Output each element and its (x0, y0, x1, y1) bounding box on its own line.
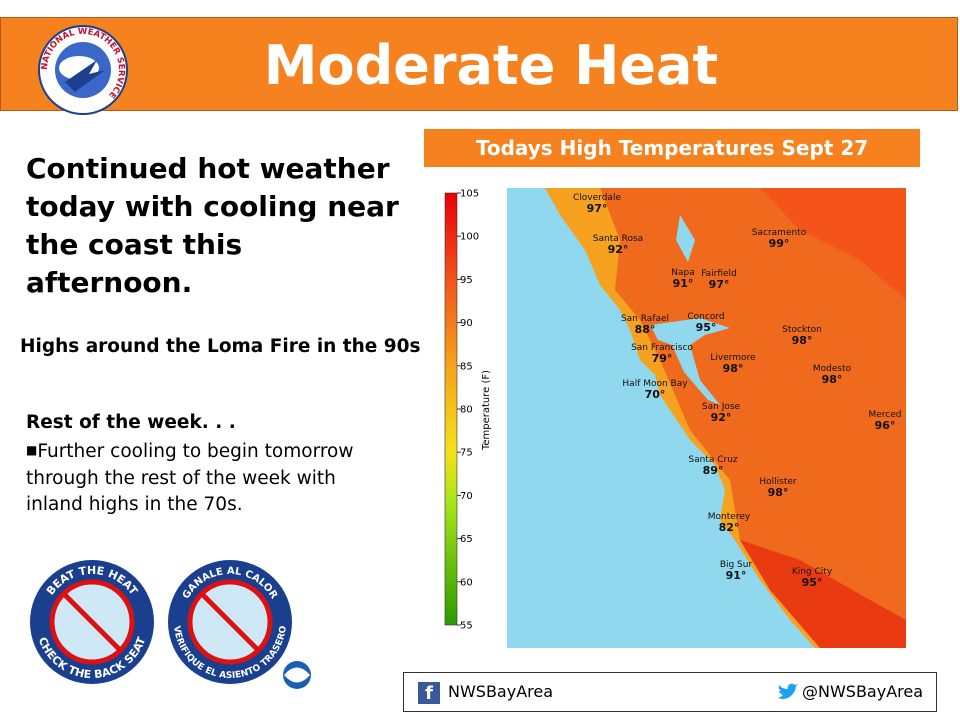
outlook-title: Rest of the week. . . (26, 412, 236, 433)
colorbar-tick-label: 105 (460, 189, 479, 200)
colorbar-tick-label: 55 (460, 621, 473, 632)
city-name: Modesto (813, 364, 852, 374)
city-temp: 92° (608, 243, 629, 256)
outlook-text: ■Further cooling to begin tomorrow throu… (26, 437, 386, 519)
bullet: ■ (26, 443, 38, 457)
colorbar-tick-label: 60 (460, 577, 473, 588)
city-name: San Jose (702, 402, 741, 412)
city-temp: 89° (703, 464, 724, 477)
badges: BEAT THE HEAT CHECK THE BACK SEAT GANALE… (30, 560, 311, 689)
city-name: Big Sur (720, 560, 753, 570)
twitter-handle[interactable]: @NWSBayArea (802, 682, 924, 701)
twitter-icon (778, 683, 798, 699)
city-name: San Francisco (631, 343, 693, 353)
city-name: Sacramento (752, 228, 807, 238)
land-hot (740, 540, 906, 648)
city-temp: 99° (769, 237, 790, 250)
city-name: Concord (687, 312, 724, 322)
city-temp: 79° (652, 352, 673, 365)
city-temp: 98° (723, 362, 744, 375)
city-name: Monterey (708, 512, 751, 522)
city-temp: 98° (768, 486, 789, 499)
city-temp: 98° (792, 334, 813, 347)
city-name: Stockton (782, 325, 822, 335)
city-temp: 88° (635, 323, 656, 336)
outlook-body: Further cooling to begin tomorrow throug… (26, 441, 354, 515)
city-temp: 95° (802, 576, 823, 589)
nws-logo: NATIONAL WEATHER SERVICE (38, 25, 128, 115)
city-temp: 96° (875, 419, 896, 432)
ocean (507, 188, 815, 648)
city-name: San Rafael (621, 314, 669, 324)
city-name: King City (792, 567, 833, 577)
lead-text: Continued hot weather today with cooling… (26, 152, 399, 299)
city-name: Livermore (710, 353, 756, 363)
social-bar: f NWSBayArea @NWSBayArea (403, 672, 937, 712)
city-name: Hollister (759, 477, 797, 487)
colorbar-tick-label: 100 (460, 232, 479, 243)
facebook-handle[interactable]: NWSBayArea (448, 682, 554, 701)
header-title: Moderate Heat (263, 34, 719, 97)
city-temp: 91° (673, 277, 694, 290)
city-temp: 95° (696, 321, 717, 334)
city-temp: 82° (719, 521, 740, 534)
city-name: Merced (868, 410, 901, 420)
colorbar-tick-label: 95 (460, 275, 473, 286)
city-name: Napa (671, 268, 694, 278)
colorbar-tick-label: 65 (460, 534, 473, 545)
city-temp: 98° (822, 373, 843, 386)
colorbar-tick-label: 75 (460, 448, 473, 459)
city-name: Half Moon Bay (622, 379, 688, 389)
city-temp: 97° (587, 202, 608, 215)
lake (676, 215, 695, 262)
colorbar-tick-label: 85 (460, 361, 473, 372)
city-name: Santa Rosa (593, 234, 643, 244)
fire-note: Highs around the Loma Fire in the 90s (20, 336, 421, 357)
city-temp: 97° (709, 278, 730, 291)
city-temp: 70° (645, 388, 666, 401)
colorbar-tick-label: 90 (460, 318, 473, 329)
city-temp: 92° (711, 411, 732, 424)
colorbar-tick-label: 70 (460, 491, 473, 502)
city-name: Fairfield (701, 269, 737, 279)
colorbar (444, 192, 458, 626)
colorbar-label: Temperature (F) (481, 370, 492, 451)
city-name: Santa Cruz (688, 455, 738, 465)
city-temp: 91° (726, 569, 747, 582)
land-shade (760, 188, 906, 300)
colorbar-tick-label: 80 (460, 405, 473, 416)
map-title: Todays High Temperatures Sept 27 (424, 129, 920, 167)
header: Moderate Heat (0, 17, 958, 111)
map-area (507, 188, 906, 648)
bay (650, 318, 730, 405)
city-name: Cloverdale (573, 193, 621, 203)
facebook-icon: f (418, 682, 440, 704)
